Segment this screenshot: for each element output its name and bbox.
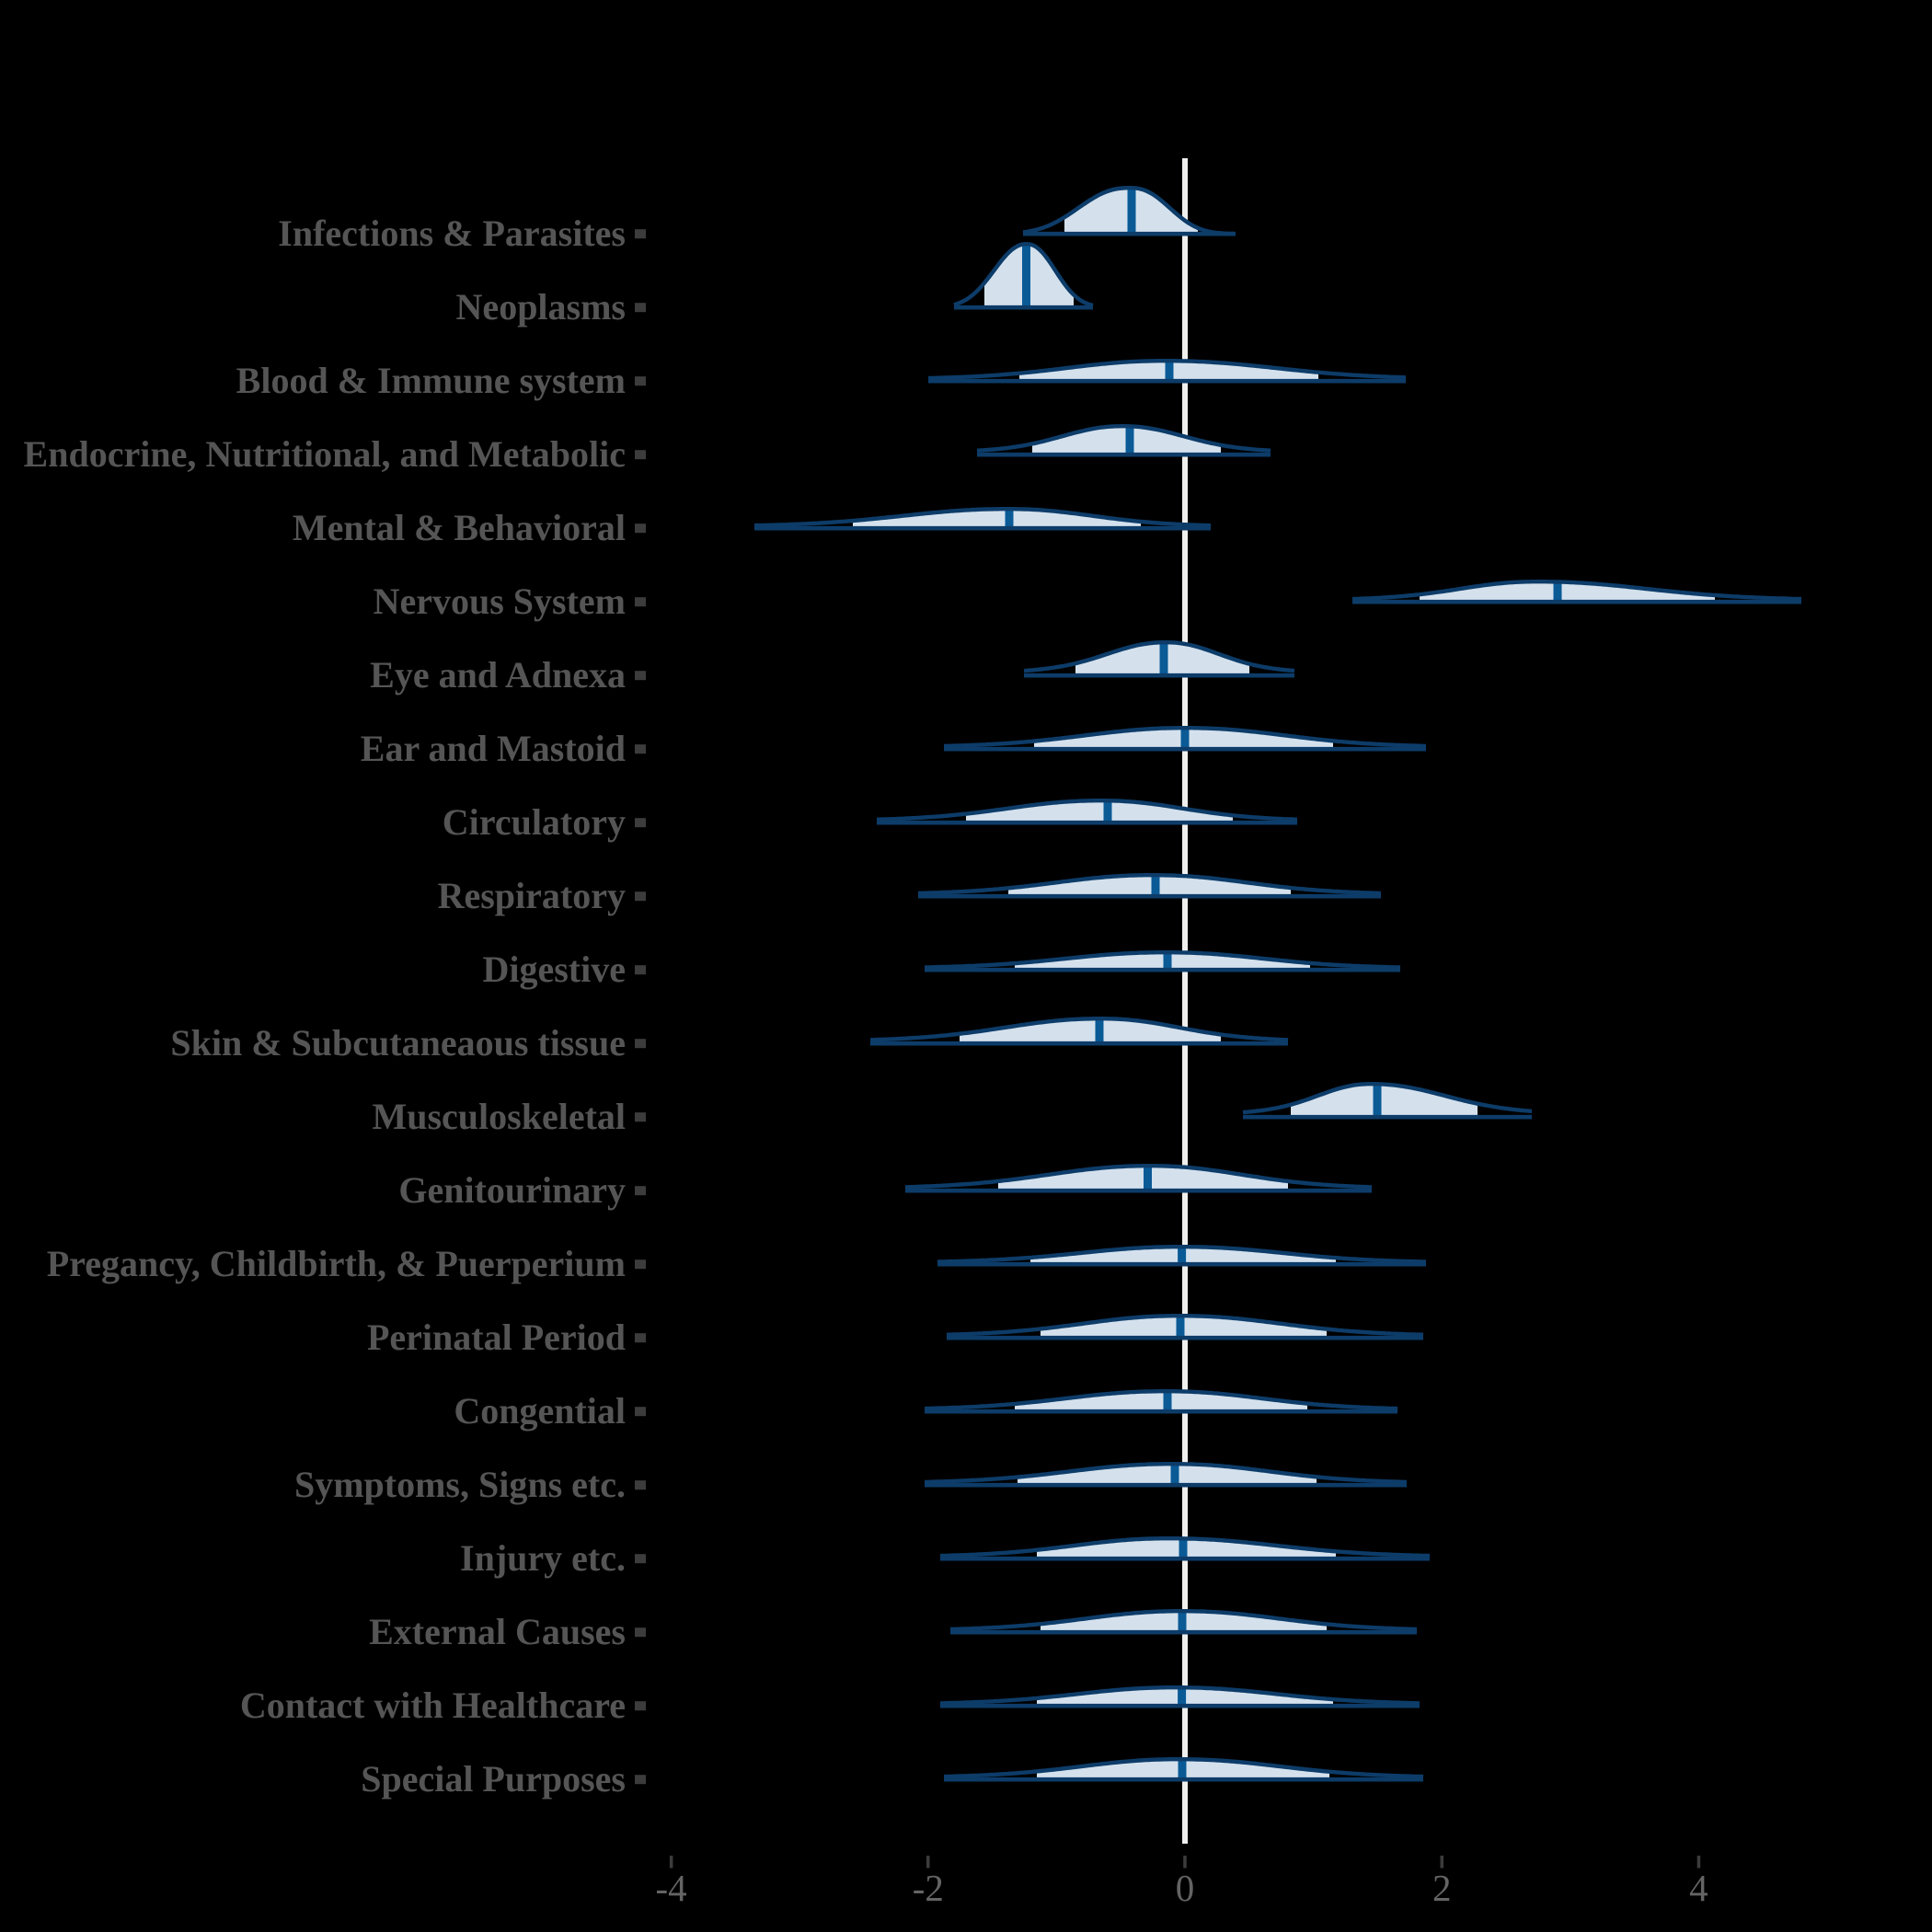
svg-text:Perinatal Period: Perinatal Period: [367, 1317, 626, 1358]
svg-text:External Causes: External Causes: [369, 1611, 626, 1652]
svg-text:Respiratory: Respiratory: [438, 875, 626, 916]
svg-text:Injury etc.: Injury etc.: [460, 1537, 626, 1579]
svg-text:Neoplasms: Neoplasms: [456, 286, 626, 328]
svg-text:Nervous System: Nervous System: [374, 581, 626, 622]
svg-text:Contact with Healthcare: Contact with Healthcare: [240, 1685, 626, 1726]
svg-text:0: 0: [1176, 1867, 1195, 1909]
svg-text:Pregancy, Childbirth, & Puerpe: Pregancy, Childbirth, & Puerperium: [47, 1243, 626, 1284]
svg-text:2: 2: [1432, 1867, 1452, 1909]
svg-text:Eye and Adnexa: Eye and Adnexa: [370, 654, 626, 696]
svg-text:Congential: Congential: [454, 1390, 626, 1432]
svg-text:4: 4: [1689, 1867, 1708, 1909]
svg-text:Blood & Immune system: Blood & Immune system: [236, 360, 626, 401]
svg-text:Symptoms, Signs etc.: Symptoms, Signs etc.: [294, 1464, 626, 1505]
svg-text:Endocrine, Nutritional, and Me: Endocrine, Nutritional, and Metabolic: [24, 433, 626, 475]
svg-text:Digestive: Digestive: [482, 949, 626, 990]
svg-text:Infections & Parasites: Infections & Parasites: [278, 213, 626, 254]
svg-text:-4: -4: [656, 1867, 687, 1909]
svg-text:Skin & Subcutaneaous tissue: Skin & Subcutaneaous tissue: [170, 1022, 626, 1064]
svg-text:Genitourinary: Genitourinary: [398, 1169, 626, 1211]
svg-text:Ear and Mastoid: Ear and Mastoid: [361, 728, 626, 769]
svg-text:-2: -2: [913, 1867, 944, 1909]
svg-text:Circulatory: Circulatory: [443, 801, 626, 843]
svg-text:Musculoskeletal: Musculoskeletal: [372, 1096, 626, 1137]
svg-text:Special Purposes: Special Purposes: [361, 1758, 626, 1800]
svg-text:Mental & Behavioral: Mental & Behavioral: [293, 507, 626, 548]
